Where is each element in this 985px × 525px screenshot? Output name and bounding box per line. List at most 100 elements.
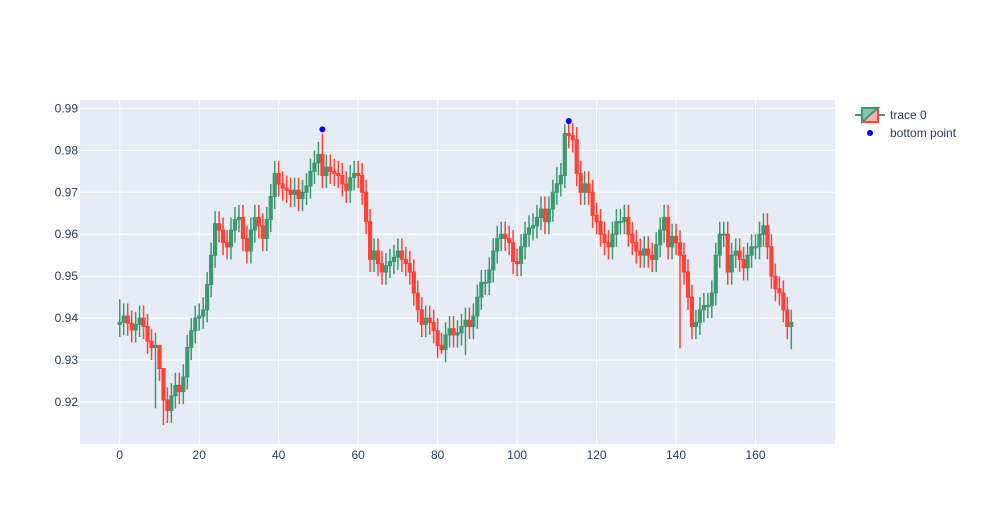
candle-body bbox=[538, 208, 544, 218]
candle bbox=[348, 165, 353, 203]
candle-body bbox=[427, 317, 432, 323]
candle-body bbox=[455, 332, 460, 336]
y-tick-label: 0.95 bbox=[55, 269, 79, 283]
candle-body bbox=[729, 254, 734, 273]
candle bbox=[129, 310, 134, 343]
candle bbox=[383, 253, 389, 285]
candle bbox=[117, 299, 122, 338]
candle-body bbox=[515, 261, 520, 265]
candle-body bbox=[693, 321, 699, 328]
candle bbox=[209, 242, 214, 298]
candle bbox=[761, 213, 766, 247]
marker-series bbox=[319, 117, 572, 133]
candle-body bbox=[236, 216, 242, 221]
candle-body bbox=[419, 309, 424, 325]
candle-body bbox=[721, 233, 726, 236]
candle-body bbox=[407, 263, 412, 273]
y-tick-label: 0.99 bbox=[55, 101, 79, 115]
candle bbox=[471, 303, 476, 340]
legend-candle-icon-up bbox=[861, 107, 881, 125]
candle-body bbox=[646, 248, 651, 256]
candle bbox=[459, 313, 464, 346]
candle bbox=[411, 259, 416, 306]
candle bbox=[499, 221, 504, 252]
candle-body bbox=[189, 330, 194, 349]
candle bbox=[161, 367, 166, 426]
candle-body bbox=[590, 191, 595, 216]
candle bbox=[618, 209, 623, 235]
candle bbox=[534, 204, 540, 239]
candle bbox=[399, 238, 404, 272]
candle-body bbox=[332, 170, 337, 174]
x-tick-label: 120 bbox=[587, 448, 607, 462]
candle-body bbox=[276, 172, 281, 185]
candle bbox=[777, 276, 782, 306]
candle bbox=[288, 177, 293, 207]
candle bbox=[689, 284, 695, 340]
candle-body bbox=[507, 237, 512, 244]
candle bbox=[407, 251, 412, 285]
candle-body bbox=[153, 344, 158, 349]
candle bbox=[479, 269, 484, 310]
legend-item-bottom-point[interactable]: bottom point bbox=[867, 126, 957, 140]
candle-body bbox=[248, 229, 253, 252]
candle bbox=[666, 204, 671, 260]
candle bbox=[364, 179, 369, 235]
candle bbox=[427, 305, 432, 335]
candle-body bbox=[141, 317, 146, 328]
candle-body bbox=[193, 317, 198, 332]
candle-body bbox=[256, 216, 261, 227]
candle bbox=[193, 305, 198, 344]
candle bbox=[642, 236, 647, 268]
candle-body bbox=[240, 216, 246, 239]
candle-body bbox=[558, 175, 563, 185]
candle bbox=[765, 213, 770, 260]
candle bbox=[638, 238, 643, 268]
candle bbox=[594, 202, 599, 235]
x-tick-label: 140 bbox=[666, 448, 686, 462]
candle-body bbox=[268, 195, 273, 221]
candle bbox=[292, 177, 297, 207]
candle-body bbox=[288, 189, 293, 195]
candle-body bbox=[654, 244, 659, 260]
candle-body bbox=[157, 344, 162, 369]
candle-body bbox=[713, 254, 718, 294]
candle-body bbox=[367, 221, 373, 260]
candle bbox=[518, 234, 524, 277]
candle bbox=[181, 364, 186, 405]
candle-body bbox=[717, 233, 722, 256]
legend[interactable]: trace 0 bottom point bbox=[855, 107, 957, 140]
candle-body bbox=[562, 133, 567, 177]
candle bbox=[304, 173, 309, 205]
candle bbox=[634, 230, 639, 264]
x-tick-label: 60 bbox=[351, 448, 365, 462]
candle-body bbox=[173, 384, 178, 397]
y-tick-label: 0.97 bbox=[55, 185, 79, 199]
candle bbox=[423, 305, 428, 338]
candle-body bbox=[658, 229, 663, 246]
candle-body bbox=[169, 395, 174, 411]
candle bbox=[201, 297, 206, 329]
candle bbox=[244, 225, 249, 264]
candle bbox=[344, 171, 349, 203]
candle bbox=[439, 332, 444, 354]
candle bbox=[141, 305, 146, 340]
candle-body bbox=[546, 208, 551, 223]
candle bbox=[673, 223, 679, 256]
candle bbox=[228, 217, 234, 260]
candle-body bbox=[129, 322, 134, 331]
candle bbox=[177, 372, 182, 405]
candle-body bbox=[630, 233, 635, 244]
candle-body bbox=[209, 254, 214, 286]
candle-body bbox=[137, 317, 142, 325]
candle bbox=[507, 225, 512, 256]
candle bbox=[662, 204, 667, 243]
candle bbox=[451, 316, 456, 348]
candle bbox=[216, 211, 222, 243]
candle-body bbox=[395, 250, 400, 258]
legend-item-trace-0[interactable]: trace 0 bbox=[855, 107, 927, 125]
candle-body bbox=[336, 172, 341, 177]
candle-body bbox=[566, 133, 571, 137]
candle bbox=[578, 160, 583, 205]
